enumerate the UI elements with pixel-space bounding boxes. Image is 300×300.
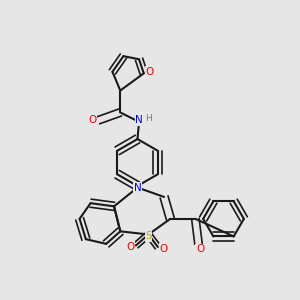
Text: O: O bbox=[88, 115, 97, 125]
Text: O: O bbox=[159, 244, 168, 254]
Text: O: O bbox=[145, 67, 154, 77]
Text: H: H bbox=[145, 114, 152, 123]
Text: O: O bbox=[196, 244, 204, 254]
Text: N: N bbox=[135, 115, 143, 125]
Text: S: S bbox=[145, 231, 152, 241]
Text: N: N bbox=[134, 182, 141, 193]
Text: O: O bbox=[126, 242, 134, 252]
